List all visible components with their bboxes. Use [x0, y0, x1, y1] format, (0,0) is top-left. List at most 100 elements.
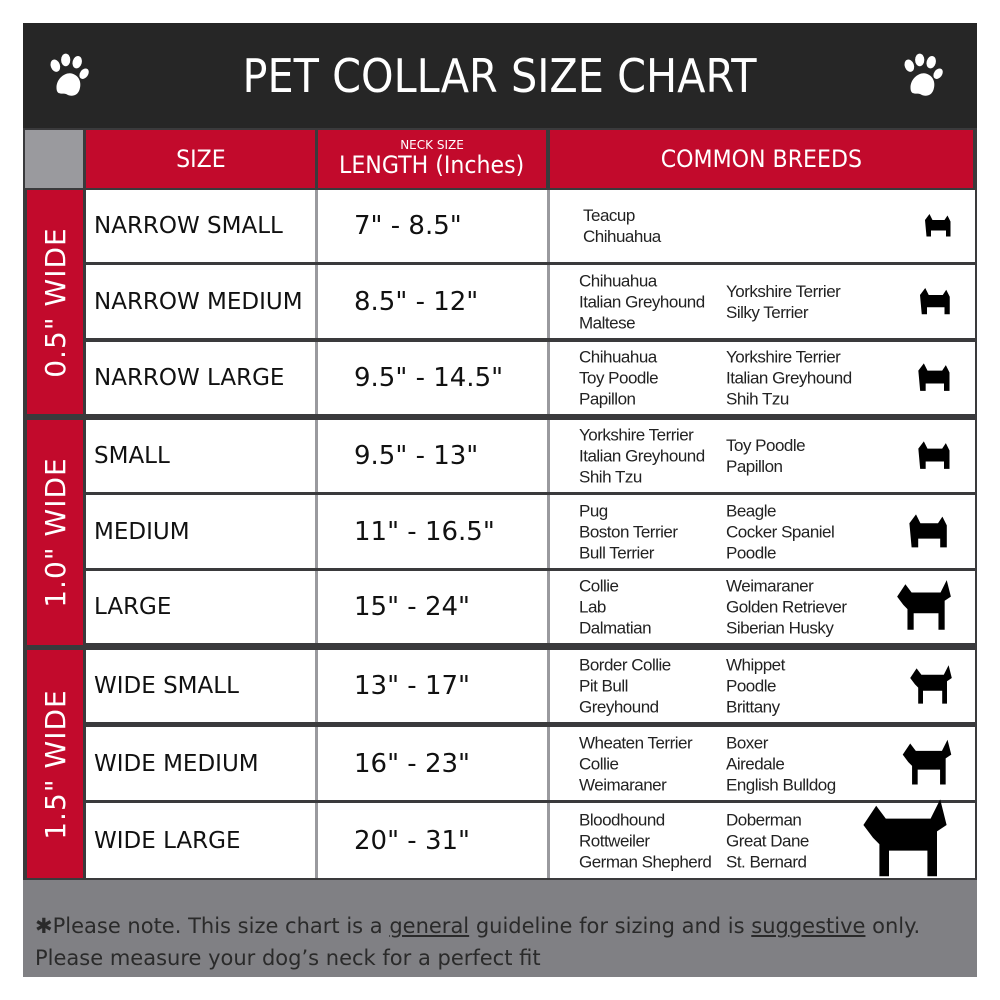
divider [547, 420, 550, 492]
paw-icon [904, 53, 943, 96]
width-group: 0.5" WIDE NARROW SMALL 7" - 8.5" Teacup … [25, 190, 975, 414]
neck-length: 13" - 17" [354, 671, 470, 701]
size-name: WIDE MEDIUM [94, 750, 259, 777]
breeds-column-1: Yorkshire Terrier Italian Greyhound Shih… [579, 425, 705, 487]
shepherd-silhouette-icon [897, 580, 951, 630]
size-name: NARROW LARGE [94, 365, 285, 391]
divider [547, 803, 550, 878]
bulldog-silhouette-icon [910, 665, 952, 704]
divider [315, 803, 318, 878]
neck-length: 9.5" - 14.5" [354, 363, 504, 393]
dachshund-silhouette-icon [909, 513, 947, 547]
divider [315, 420, 318, 492]
divider [547, 650, 550, 722]
breeds-column-1: Chihuahua Italian Greyhound Maltese [579, 271, 705, 332]
group-label-text: 1.0" WIDE [38, 457, 72, 608]
paw-icon [50, 53, 89, 96]
breeds-column-1: Border Collie Pit Bull Greyhound [579, 655, 671, 717]
group-label: 1.5" WIDE [27, 650, 83, 878]
group-label-text: 1.5" WIDE [38, 688, 72, 840]
divider [315, 495, 318, 568]
note-suggestive: suggestive [751, 914, 866, 938]
divider [315, 190, 318, 262]
table-row: LARGE 15" - 24" Collie Lab Dalmatian Wei… [86, 571, 975, 643]
table-row: NARROW LARGE 9.5" - 14.5" Chihuahua Toy … [86, 342, 975, 414]
size-name: SMALL [94, 443, 170, 469]
divider [315, 571, 318, 643]
group-label: 1.0" WIDE [27, 420, 83, 645]
title-bar: PET COLLAR SIZE CHART [23, 23, 977, 128]
chihuahua-silhouette-icon [920, 287, 950, 314]
divider [547, 265, 550, 338]
width-group: 1.5" WIDE WIDE SMALL 13" - 17" Border Co… [25, 650, 975, 878]
breeds-column-2: Yorkshire Terrier Silky Terrier [726, 281, 841, 322]
header-neck-size-label: NECK SIZE [400, 138, 464, 152]
header-size: SIZE [86, 130, 315, 188]
breeds-column-2: Toy Poodle Papillon [726, 436, 806, 476]
group-label: 0.5" WIDE [27, 190, 83, 414]
divider [315, 342, 318, 414]
neck-length: 7" - 8.5" [354, 211, 462, 241]
divider [315, 650, 318, 722]
header-length-label: LENGTH (Inches) [339, 151, 525, 179]
note-text: guideline for sizing and is [469, 914, 752, 938]
yorkie-silhouette-icon [925, 214, 951, 237]
breeds-column-1: Collie Lab Dalmatian [579, 576, 652, 638]
breeds-column-2: Doberman Great Dane St. Bernard [726, 810, 809, 871]
header-corner [25, 130, 83, 188]
table-row: NARROW SMALL 7" - 8.5" Teacup Chihuahua [86, 190, 975, 262]
breeds-column-1: Chihuahua Toy Poodle Papillon [579, 347, 659, 409]
breeds-column-1: Pug Boston Terrier Bull Terrier [579, 501, 678, 562]
doberman-silhouette-icon [863, 798, 947, 876]
chart-title: PET COLLAR SIZE CHART [243, 48, 757, 103]
breeds-column-2: Whippet Poodle Brittany [726, 655, 785, 717]
divider [547, 342, 550, 414]
size-chart: PET COLLAR SIZE CHART SIZE NECK SIZE LENG… [23, 23, 977, 977]
pomeranian-silhouette-icon [918, 363, 950, 391]
size-name: NARROW MEDIUM [94, 288, 303, 315]
neck-length: 16" - 23" [354, 748, 470, 779]
header-length: NECK SIZE LENGTH (Inches) [318, 130, 546, 188]
size-name: WIDE SMALL [94, 673, 239, 699]
table-row: WIDE MEDIUM 16" - 23" Wheaten Terrier Co… [86, 727, 975, 800]
pitbull-silhouette-icon [902, 739, 952, 785]
divider [547, 571, 550, 643]
note-text: only. [865, 914, 921, 938]
neck-length: 15" - 24" [354, 592, 470, 622]
footer-note: ✱Please note. This size chart is a gener… [23, 880, 977, 977]
size-name: MEDIUM [94, 518, 190, 545]
breeds-column-2: Boxer Airedale English Bulldog [726, 733, 836, 794]
neck-length: 8.5" - 12" [354, 286, 479, 317]
breeds-column-2: Weimaraner Golden Retriever Siberian Hus… [726, 576, 847, 638]
breeds-column-1: Wheaten Terrier Collie Weimaraner [579, 733, 693, 794]
header-breeds: COMMON BREEDS [550, 130, 973, 188]
breeds-column-2: Yorkshire Terrier Italian Greyhound Shih… [726, 347, 852, 409]
header-breeds-label: COMMON BREEDS [660, 145, 863, 173]
breeds-column-1: Bloodhound Rottweiler German Shepherd [579, 810, 712, 871]
divider [547, 190, 550, 262]
table-row: WIDE LARGE 20" - 31" Bloodhound Rottweil… [86, 798, 975, 878]
neck-length: 20" - 31" [354, 825, 470, 856]
divider [315, 265, 318, 338]
table-row: SMALL 9.5" - 13" Yorkshire Terrier Itali… [86, 420, 975, 492]
divider [547, 495, 550, 568]
neck-length: 9.5" - 13" [354, 441, 479, 471]
size-name: NARROW SMALL [94, 213, 283, 239]
breeds-column-2: Beagle Cocker Spaniel Poodle [726, 501, 835, 562]
width-group: 1.0" WIDE SMALL 9.5" - 13" Yorkshire Ter… [25, 420, 975, 645]
divider [547, 727, 550, 800]
table-row: NARROW MEDIUM 8.5" - 12" Chihuahua Itali… [86, 265, 975, 338]
pomeranian-silhouette-icon [918, 441, 950, 469]
group-label-text: 0.5" WIDE [38, 226, 72, 378]
note-line2: Please measure your dog’s neck for a per… [35, 946, 541, 970]
table-row: MEDIUM 11" - 16.5" Pug Boston Terrier Bu… [86, 495, 975, 568]
note-general: general [389, 914, 470, 938]
breeds-column-1: Teacup Chihuahua [583, 206, 661, 246]
size-name: WIDE LARGE [94, 827, 241, 854]
header-size-label: SIZE [175, 145, 226, 173]
divider [315, 727, 318, 800]
neck-length: 11" - 16.5" [354, 516, 495, 547]
size-name: LARGE [94, 594, 172, 620]
table-row: WIDE SMALL 13" - 17" Border Collie Pit B… [86, 650, 975, 722]
note-text: ✱Please note. This size chart is a [35, 914, 390, 938]
